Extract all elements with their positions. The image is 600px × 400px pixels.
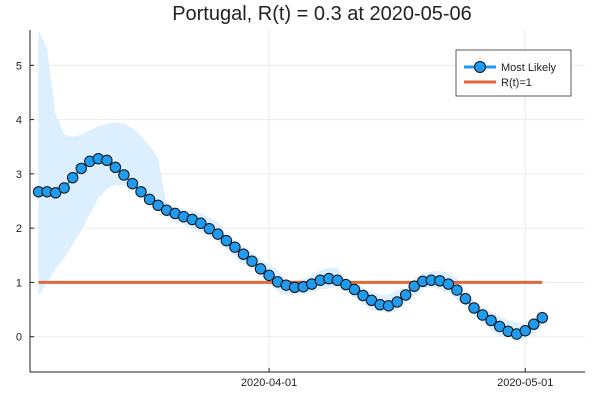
data-point	[118, 169, 130, 181]
data-point	[101, 154, 113, 166]
data-point	[49, 187, 62, 199]
y-tick-label: 2	[16, 223, 22, 235]
data-point	[493, 320, 506, 333]
y-tick-label: 5	[16, 60, 22, 72]
data-point	[476, 309, 489, 321]
legend-box	[455, 49, 572, 97]
data-point	[263, 269, 275, 282]
confidence-band	[38, 30, 543, 342]
data-point	[66, 171, 79, 184]
data-point	[519, 325, 531, 337]
y-tick-labels: 0 1 2 3 4 5	[16, 60, 22, 343]
data-point	[451, 284, 463, 296]
data-point	[152, 199, 164, 212]
data-point	[109, 161, 122, 174]
data-point	[135, 186, 147, 198]
data-point	[203, 222, 216, 235]
data-point	[442, 278, 455, 290]
data-point	[348, 283, 361, 296]
data-point	[391, 296, 403, 308]
y-tick-label: 0	[16, 332, 22, 344]
data-point	[254, 263, 267, 275]
data-point	[399, 289, 412, 301]
data-point	[340, 278, 352, 291]
data-point	[126, 177, 139, 190]
most-likely-series	[32, 152, 549, 340]
data-point	[220, 234, 233, 247]
y-tick-label: 3	[16, 169, 22, 181]
legend-marker-most-likely	[474, 61, 486, 73]
data-point	[246, 255, 258, 267]
data-point	[528, 318, 540, 330]
data-point	[357, 289, 369, 302]
data-point	[143, 193, 156, 206]
x-tick-labels: 2020-04-01 2020-05-01	[241, 377, 553, 389]
data-point	[408, 280, 420, 292]
data-point	[212, 228, 224, 240]
legend-label-most-likely: Most Likely	[501, 62, 557, 74]
y-tick-label: 1	[16, 277, 22, 289]
confidence-band-area	[38, 30, 543, 342]
x-tick-label: 2020-05-01	[497, 377, 553, 389]
x-tick-label: 2020-04-01	[241, 377, 297, 389]
y-tick-label: 4	[16, 115, 22, 127]
data-point	[58, 182, 70, 194]
axes	[29, 30, 585, 373]
data-point	[468, 302, 480, 314]
data-point	[459, 293, 472, 305]
legend-label-reference: R(t)=1	[501, 77, 532, 89]
data-point	[485, 314, 497, 327]
data-point	[229, 241, 241, 253]
legend: Most Likely R(t)=1	[455, 49, 572, 97]
data-point	[237, 248, 250, 260]
data-point	[536, 312, 549, 324]
data-point	[195, 217, 207, 229]
data-point	[75, 162, 87, 175]
chart-title: Portugal, R(t) = 0.3 at 2020-05-06	[172, 3, 472, 25]
